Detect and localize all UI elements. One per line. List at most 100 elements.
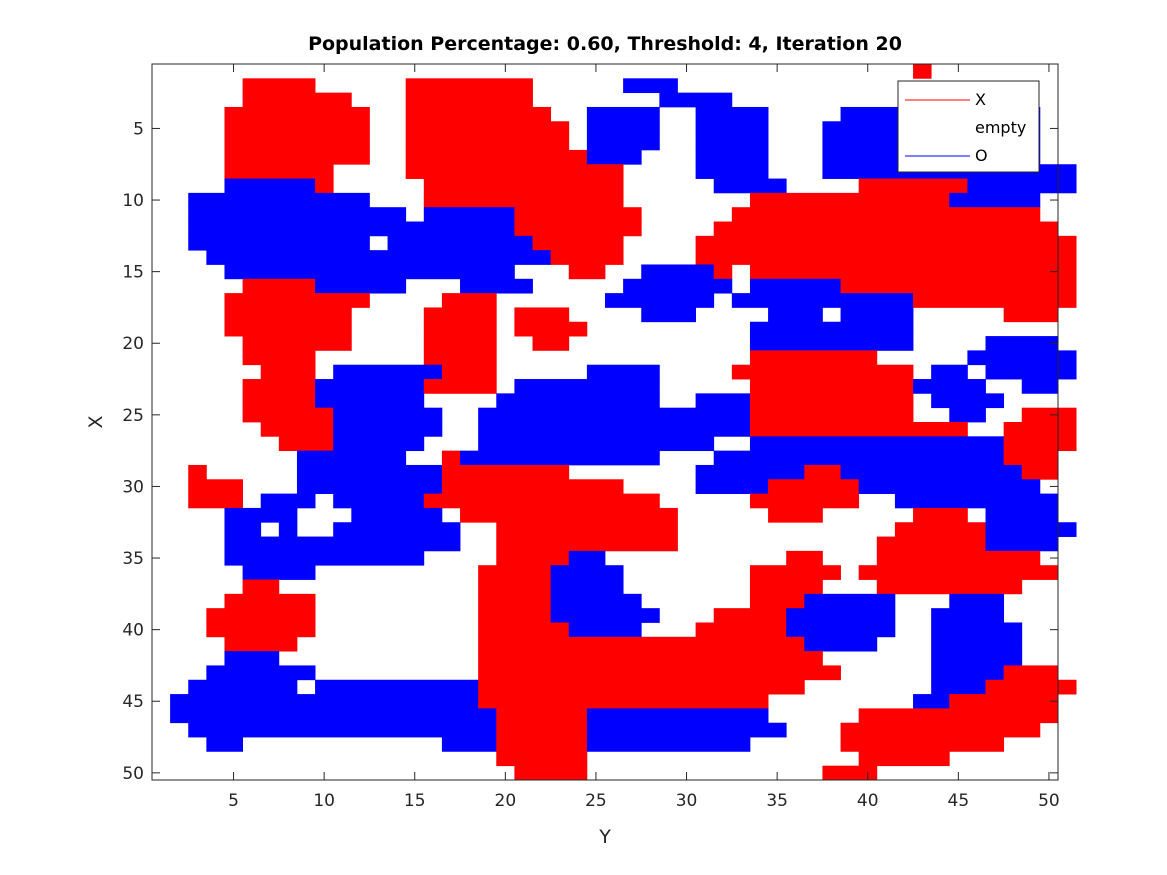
cell-o xyxy=(315,679,479,695)
y-axis-ticks: 5 10 15 20 25 30 35 40 45 50 xyxy=(122,119,1058,784)
chart-title: Population Percentage: 0.60, Threshold: … xyxy=(308,33,902,55)
cell-x xyxy=(478,665,841,681)
cell-o xyxy=(858,479,1041,494)
cell-o xyxy=(333,493,425,509)
cell-o xyxy=(641,307,696,323)
cell-x xyxy=(423,321,497,337)
plot-area: 5 10 15 20 25 30 35 40 45 50 5 10 15 20 25 30 35 40 45 50 xyxy=(122,63,1077,811)
cell-o xyxy=(695,121,769,136)
y-tick-label: 20 xyxy=(122,334,144,354)
cell-x xyxy=(224,149,370,165)
cell-x xyxy=(224,321,352,337)
cell-x xyxy=(1003,436,1077,452)
cell-o xyxy=(224,507,298,523)
cell-o xyxy=(351,507,443,523)
cell-o xyxy=(931,679,986,695)
cell-x xyxy=(749,393,914,409)
cell-o xyxy=(514,379,660,394)
cell-x xyxy=(804,464,841,480)
cell-x xyxy=(260,364,316,380)
cell-o xyxy=(713,450,1005,466)
cell-x xyxy=(1003,307,1059,323)
cell-x xyxy=(496,737,588,752)
cell-x xyxy=(749,493,860,509)
cell-o xyxy=(568,550,606,566)
cell-x xyxy=(423,350,497,366)
cell-x xyxy=(224,593,316,609)
cell-o xyxy=(985,336,1059,351)
cell-x xyxy=(858,178,968,194)
cell-x xyxy=(496,722,588,738)
cell-o xyxy=(315,278,407,294)
cell-x xyxy=(768,479,860,494)
cell-x xyxy=(224,121,370,136)
cell-o xyxy=(623,278,733,294)
cell-o xyxy=(894,493,1059,509)
legend-box xyxy=(897,80,1040,173)
cell-o xyxy=(550,593,642,609)
cell-o xyxy=(333,407,443,423)
cell-o xyxy=(496,393,660,409)
cell-x xyxy=(731,207,1041,222)
cell-x xyxy=(478,593,552,609)
x-axis-label: Y xyxy=(598,826,611,848)
cell-o xyxy=(786,622,896,638)
cell-x xyxy=(242,350,316,366)
cell-x xyxy=(876,550,1041,566)
cell-x xyxy=(695,250,1077,265)
cell-x xyxy=(749,593,805,609)
cell-x xyxy=(405,106,552,122)
cell-x xyxy=(278,436,334,452)
cell-o xyxy=(260,493,316,509)
cell-x xyxy=(242,92,352,108)
cell-x xyxy=(405,121,570,136)
cell-x xyxy=(749,379,914,394)
cell-o xyxy=(423,207,515,222)
cell-x xyxy=(242,336,352,351)
cell-o xyxy=(441,737,497,752)
cell-o xyxy=(188,679,298,695)
cell-o xyxy=(949,593,1005,609)
cell-x xyxy=(224,293,370,308)
cell-x xyxy=(985,679,1077,695)
cell-x xyxy=(568,264,606,280)
cell-o xyxy=(985,536,1059,552)
cell-o xyxy=(242,565,316,580)
cell-o xyxy=(804,593,896,609)
cell-x xyxy=(913,293,1077,308)
cell-o xyxy=(333,422,443,437)
cell-x xyxy=(405,135,570,151)
y-tick-label: 5 xyxy=(133,119,144,139)
cell-o xyxy=(188,722,497,738)
cell-o xyxy=(695,479,769,494)
cell-x xyxy=(188,493,243,509)
cell-x xyxy=(224,106,370,122)
cell-x xyxy=(514,765,588,781)
cell-x xyxy=(242,278,316,294)
cell-x xyxy=(731,364,914,380)
y-tick-label: 40 xyxy=(122,621,144,641)
cell-o xyxy=(387,235,533,251)
cell-o xyxy=(695,464,805,480)
cell-o xyxy=(713,178,787,194)
cell-x xyxy=(496,751,588,767)
cell-x xyxy=(840,737,1005,752)
y-tick-label: 15 xyxy=(122,263,144,283)
cell-o xyxy=(170,708,497,724)
cell-o xyxy=(315,393,425,409)
cell-x xyxy=(894,522,986,537)
cell-o xyxy=(731,293,914,308)
cell-x xyxy=(496,550,570,566)
y-tick-label: 50 xyxy=(122,764,144,784)
cell-x xyxy=(423,493,660,509)
cell-o xyxy=(840,307,914,323)
cell-o xyxy=(913,379,986,394)
cell-x xyxy=(514,321,588,337)
cell-o xyxy=(768,307,823,323)
cell-x xyxy=(441,450,461,466)
cell-x xyxy=(496,536,678,552)
cell-x xyxy=(1021,464,1059,480)
cell-x xyxy=(405,92,533,108)
cell-x xyxy=(768,507,823,523)
cell-o xyxy=(333,522,461,537)
